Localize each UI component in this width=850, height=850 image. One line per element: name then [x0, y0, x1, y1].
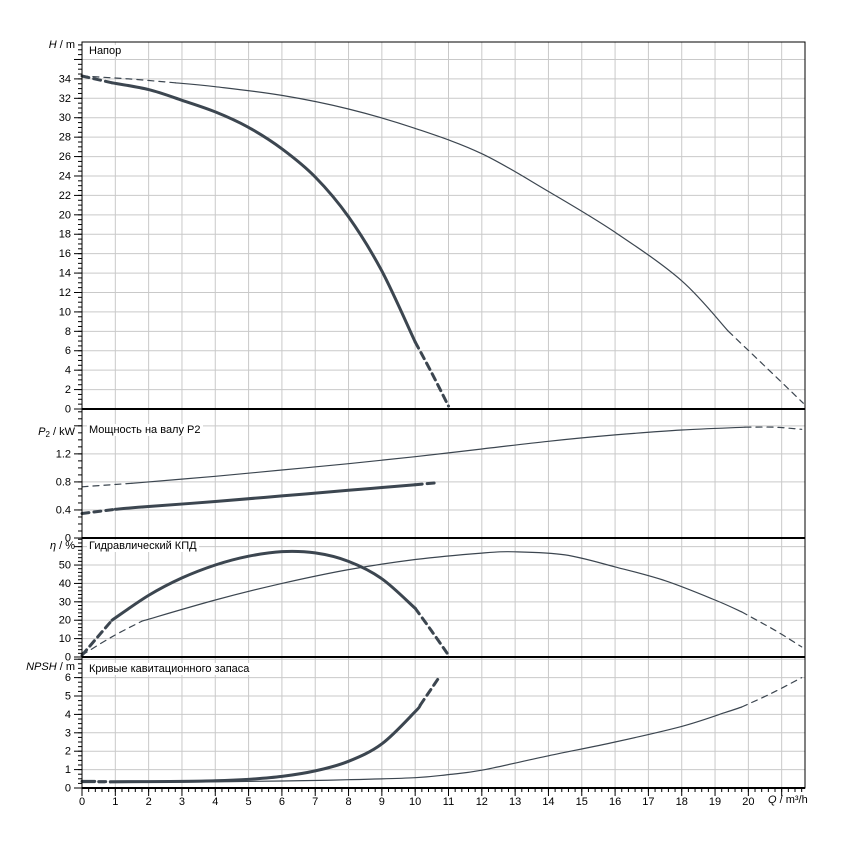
- svg-text:16: 16: [59, 248, 71, 260]
- flow-symbol: Q: [768, 794, 777, 806]
- svg-text:24: 24: [59, 170, 71, 182]
- svg-text:17: 17: [642, 796, 654, 808]
- head-symbol: H: [48, 39, 57, 51]
- svg-text:5: 5: [246, 796, 252, 808]
- svg-text:0.4: 0.4: [56, 504, 71, 516]
- svg-text:20: 20: [59, 209, 71, 221]
- svg-text:0: 0: [65, 404, 71, 416]
- power-subscript: 2: [45, 430, 50, 439]
- svg-text:1.2: 1.2: [56, 448, 71, 460]
- svg-text:32: 32: [59, 93, 71, 105]
- svg-text:19: 19: [709, 796, 721, 808]
- svg-text:2: 2: [65, 384, 71, 396]
- chart-title-efficiency: Гидравлический КПД: [87, 540, 199, 552]
- efficiency-unit: / %: [56, 540, 75, 552]
- svg-text:0: 0: [65, 783, 71, 795]
- npsh-unit: / m: [56, 661, 75, 673]
- svg-text:1: 1: [112, 796, 118, 808]
- svg-text:4: 4: [65, 365, 71, 377]
- svg-text:2: 2: [146, 796, 152, 808]
- svg-text:12: 12: [476, 796, 488, 808]
- y-axis-unit-efficiency: η / %: [0, 540, 75, 552]
- head-unit: / m: [56, 39, 75, 51]
- svg-text:1: 1: [65, 764, 71, 776]
- chart-title-npsh: Кривые кавитационного запаса: [87, 663, 252, 675]
- svg-text:10: 10: [409, 796, 421, 808]
- svg-text:40: 40: [59, 578, 71, 590]
- svg-text:3: 3: [179, 796, 185, 808]
- x-axis-unit-flow: Q / m³/h: [768, 794, 808, 806]
- svg-text:9: 9: [379, 796, 385, 808]
- svg-text:4: 4: [65, 709, 71, 721]
- flow-unit: / m³/h: [776, 794, 808, 806]
- svg-text:10: 10: [59, 306, 71, 318]
- svg-text:3: 3: [65, 727, 71, 739]
- svg-text:14: 14: [542, 796, 554, 808]
- svg-text:18: 18: [676, 796, 688, 808]
- svg-text:26: 26: [59, 151, 71, 163]
- svg-text:6: 6: [65, 672, 71, 684]
- y-axis-unit-head: H / m: [0, 39, 75, 51]
- svg-text:0: 0: [65, 652, 71, 664]
- svg-text:0: 0: [65, 533, 71, 545]
- svg-text:0.8: 0.8: [56, 476, 71, 488]
- chart-title-shaft-power: Мощность на валу P2: [87, 424, 203, 436]
- svg-text:8: 8: [65, 326, 71, 338]
- svg-text:6: 6: [279, 796, 285, 808]
- svg-text:13: 13: [509, 796, 521, 808]
- svg-text:8: 8: [345, 796, 351, 808]
- efficiency-symbol: η: [49, 540, 57, 552]
- svg-text:2: 2: [65, 746, 71, 758]
- power-symbol: P: [38, 426, 46, 438]
- npsh-symbol: NPSH: [26, 661, 57, 673]
- svg-text:4: 4: [212, 796, 218, 808]
- svg-text:18: 18: [59, 229, 71, 241]
- y-axis-unit-npsh: NPSH / m: [0, 661, 75, 673]
- chart-title-head: Напор: [87, 45, 124, 57]
- svg-text:7: 7: [312, 796, 318, 808]
- y-axis-unit-shaft-power: P2 / kW: [0, 426, 75, 441]
- svg-text:11: 11: [443, 796, 454, 808]
- svg-text:6: 6: [65, 345, 71, 357]
- svg-text:15: 15: [576, 796, 588, 808]
- svg-text:30: 30: [59, 596, 71, 608]
- svg-text:5: 5: [65, 691, 71, 703]
- svg-text:30: 30: [59, 112, 71, 124]
- svg-text:12: 12: [59, 287, 71, 299]
- svg-text:22: 22: [59, 190, 71, 202]
- svg-text:0: 0: [79, 796, 85, 808]
- svg-text:50: 50: [59, 560, 71, 572]
- svg-text:10: 10: [59, 633, 71, 645]
- svg-text:28: 28: [59, 132, 71, 144]
- svg-text:14: 14: [59, 268, 71, 280]
- svg-text:20: 20: [59, 615, 71, 627]
- svg-text:34: 34: [59, 73, 71, 85]
- svg-text:20: 20: [742, 796, 754, 808]
- svg-text:16: 16: [609, 796, 621, 808]
- power-unit: / kW: [49, 426, 75, 438]
